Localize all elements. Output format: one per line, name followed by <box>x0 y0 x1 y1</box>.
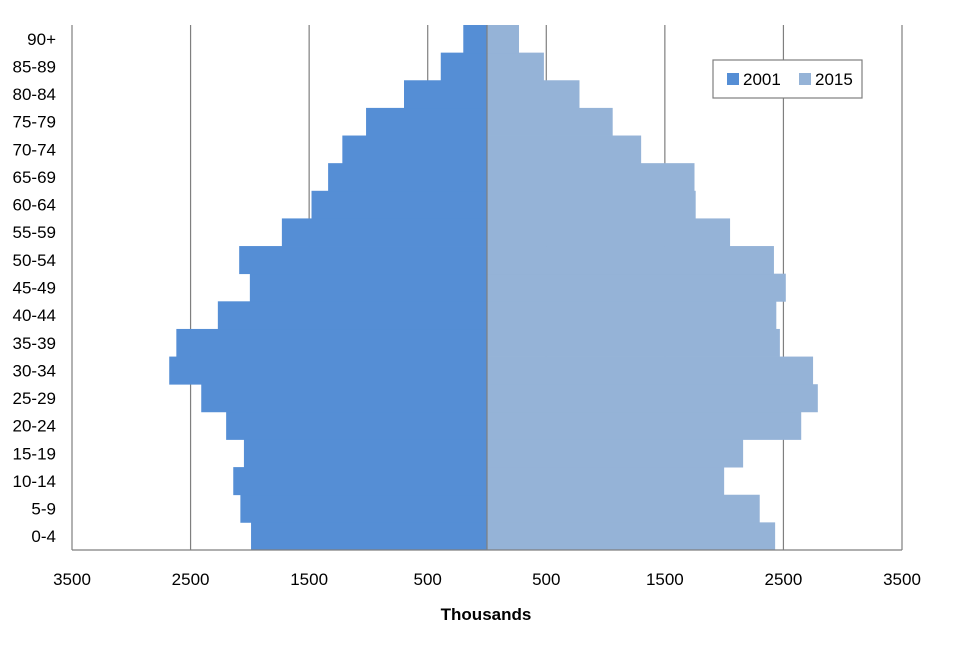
bar-2015-90+ <box>487 25 520 54</box>
bar-2015-60-64 <box>487 190 696 219</box>
age-label: 10-14 <box>13 472 56 491</box>
bar-2015-35-39 <box>487 328 780 357</box>
bar-2015-10-14 <box>487 467 725 496</box>
x-tick-label: 2500 <box>172 570 210 589</box>
legend-box <box>712 59 863 99</box>
x-tick-label: 500 <box>532 570 560 589</box>
bar-2001-60-64 <box>311 190 487 219</box>
age-label: 35-39 <box>13 334 56 353</box>
x-tick-label: 3500 <box>53 570 91 589</box>
bars <box>169 25 818 551</box>
bar-2015-15-19 <box>487 439 744 468</box>
age-label: 25-29 <box>13 389 56 408</box>
axes <box>72 25 902 551</box>
bar-2001-35-39 <box>176 328 488 357</box>
age-label: 5-9 <box>31 500 56 519</box>
age-label: 90+ <box>27 30 56 49</box>
bar-2001-15-19 <box>243 439 487 468</box>
bar-2001-5-9 <box>240 494 487 523</box>
x-tick-labels: 3500 2500 1500 500 500 1500 2500 3500 <box>53 570 921 589</box>
age-label: 30-34 <box>13 361 56 380</box>
x-tick-label: 500 <box>414 570 442 589</box>
age-label: 80-84 <box>13 85 56 104</box>
legend: 2001 2015 <box>712 59 863 99</box>
bar-2015-40-44 <box>487 301 777 330</box>
age-label: 75-79 <box>13 113 56 132</box>
bar-2001-50-54 <box>239 246 487 275</box>
bar-2015-55-59 <box>487 218 731 247</box>
age-group-labels: 0-4 5-9 10-14 15-19 20-24 25-29 30-34 35-39 40-4… <box>13 30 57 546</box>
bar-2001-85-89 <box>440 52 487 81</box>
bar-2001-65-69 <box>328 163 487 192</box>
legend-label-2015: 2015 <box>815 70 853 89</box>
x-tick-label: 1500 <box>646 570 684 589</box>
bar-2001-80-84 <box>404 80 487 109</box>
age-label: 15-19 <box>13 444 56 463</box>
bar-2015-30-34 <box>487 356 814 385</box>
bar-2001-20-24 <box>226 411 487 440</box>
bar-2015-80-84 <box>487 80 580 109</box>
bar-2001-70-74 <box>342 135 487 164</box>
age-label: 85-89 <box>13 57 56 76</box>
age-label: 65-69 <box>13 168 56 187</box>
bar-2015-50-54 <box>487 246 774 275</box>
bar-2015-45-49 <box>487 273 786 302</box>
bar-2015-65-69 <box>487 163 695 192</box>
age-label: 40-44 <box>13 306 56 325</box>
bar-2001-25-29 <box>201 384 487 413</box>
x-tick-label: 3500 <box>883 570 921 589</box>
bar-2001-30-34 <box>169 356 487 385</box>
bar-2001-10-14 <box>233 467 487 496</box>
legend-label-2001: 2001 <box>743 70 781 89</box>
age-label: 20-24 <box>13 417 56 436</box>
bar-2015-70-74 <box>487 135 642 164</box>
age-label: 55-59 <box>13 223 56 242</box>
x-axis-title: Thousands <box>441 605 532 624</box>
legend-swatch-2015 <box>799 73 811 85</box>
age-label: 70-74 <box>13 140 56 159</box>
bar-2015-20-24 <box>487 411 802 440</box>
bar-2001-45-49 <box>249 273 487 302</box>
age-label: 45-49 <box>13 279 56 298</box>
x-tick-label: 1500 <box>290 570 328 589</box>
age-label: 60-64 <box>13 196 56 215</box>
bar-2015-85-89 <box>487 52 544 81</box>
bar-2015-5-9 <box>487 494 760 523</box>
x-tick-label: 2500 <box>765 570 803 589</box>
bar-2015-75-79 <box>487 107 613 136</box>
age-label: 0-4 <box>31 527 56 546</box>
age-label: 50-54 <box>13 251 56 270</box>
legend-swatch-2001 <box>727 73 739 85</box>
bar-2015-0-4 <box>487 522 776 551</box>
bar-2001-0-4 <box>251 522 487 551</box>
bar-2015-25-29 <box>487 384 818 413</box>
bar-2001-75-79 <box>366 107 487 136</box>
bar-2001-40-44 <box>217 301 488 330</box>
bar-2001-55-59 <box>281 218 487 247</box>
bar-2001-90+ <box>463 25 487 54</box>
